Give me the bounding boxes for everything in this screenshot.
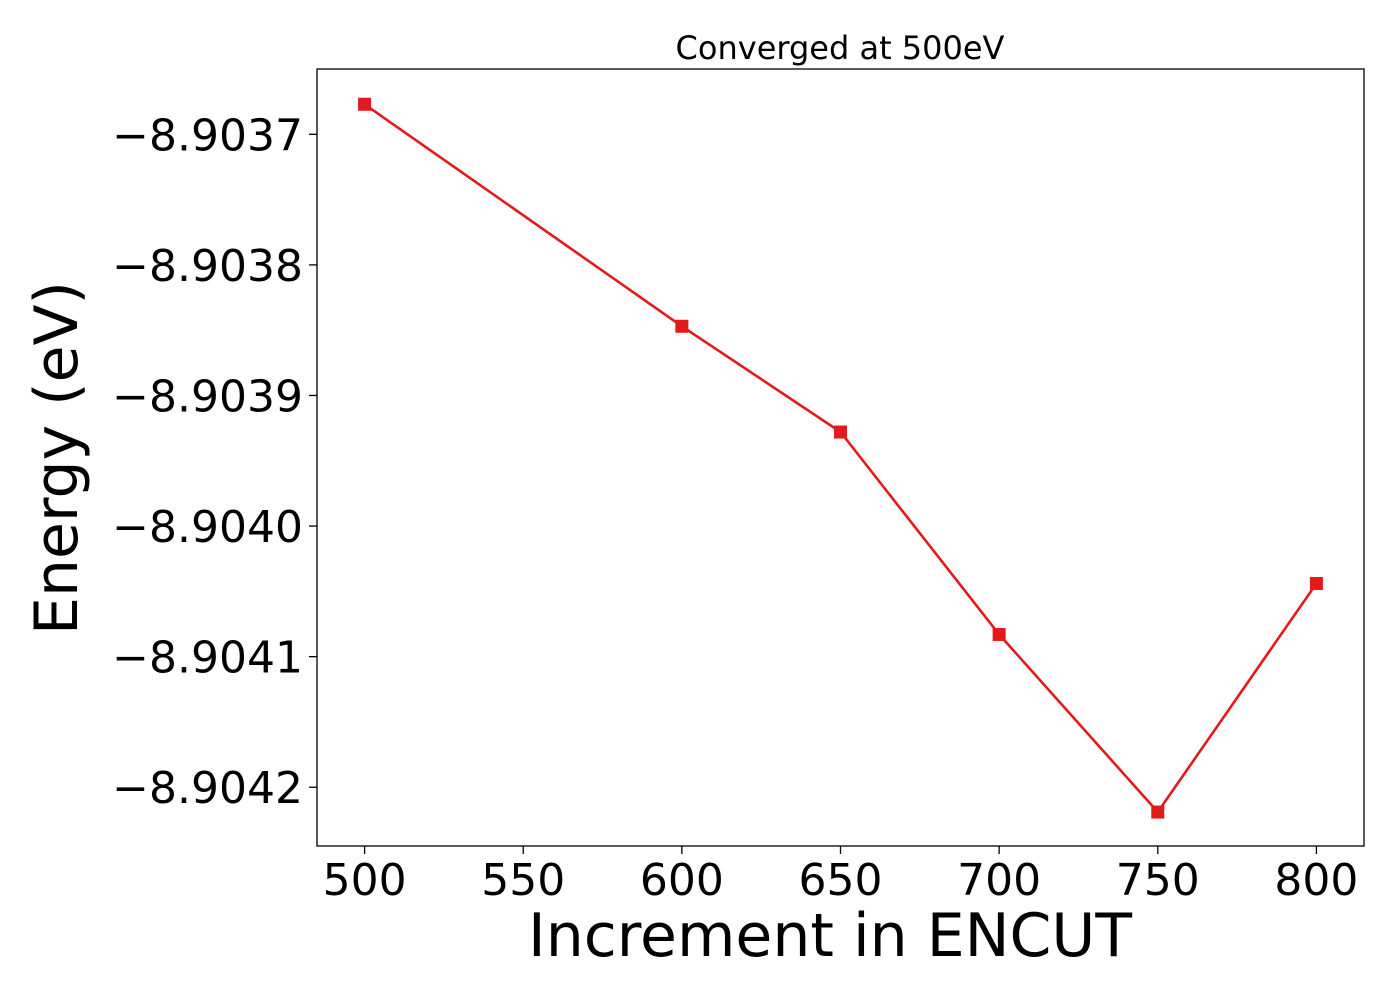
x-tick-label: 500 (323, 855, 407, 906)
x-tick-label: 600 (640, 855, 724, 906)
data-point-marker (675, 319, 689, 333)
y-axis-ticks: −8.9037 −8.9038 −8.9039 −8.9040 −8.9041 −8.90… (112, 110, 317, 814)
y-tick-label: −8.9042 (112, 763, 303, 814)
y-axis-label: Energy (eV) (22, 281, 92, 635)
data-point-marker (358, 97, 372, 111)
x-tick-label: 800 (1274, 855, 1358, 906)
x-tick-label: 700 (957, 855, 1041, 906)
x-axis-ticks: 500 550 600 650 700 750 800 (323, 846, 1358, 906)
y-tick-label: −8.9037 (112, 110, 303, 161)
data-point-marker (992, 627, 1006, 641)
series-line (363, 103, 1318, 815)
y-tick-label: −8.9039 (112, 371, 303, 422)
x-tick-label: 650 (799, 855, 883, 906)
chart-title: Converged at 500eV (676, 29, 1005, 67)
data-point-marker (1151, 805, 1165, 819)
x-tick-label: 750 (1116, 855, 1200, 906)
y-tick-label: −8.9040 (112, 502, 303, 553)
series-layer (358, 97, 1323, 819)
plot-frame (316, 68, 1365, 847)
y-tick-label: −8.9038 (112, 241, 303, 292)
y-tick-label: −8.9041 (112, 633, 303, 684)
x-axis-label: Increment in ENCUT (528, 901, 1132, 971)
data-point-marker (834, 425, 847, 439)
data-point-marker (1309, 577, 1323, 591)
x-tick-label: 550 (481, 855, 565, 906)
